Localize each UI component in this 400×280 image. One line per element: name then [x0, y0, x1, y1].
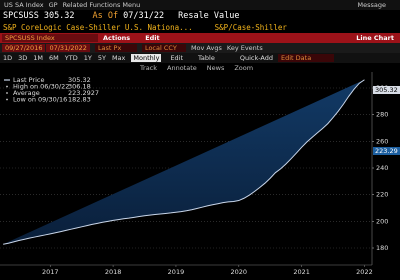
- message[interactable]: Message: [357, 1, 387, 9]
- x-tick-label: 2018: [105, 268, 122, 276]
- related-menu[interactable]: Related Functions Menu: [62, 1, 141, 9]
- value-flag-bg: [373, 147, 400, 155]
- toolbar: US SA Index GP Related Functions Menu Me…: [0, 0, 400, 10]
- legend-bullet: [6, 85, 8, 88]
- end-date[interactable]: 07/31/2022: [46, 44, 90, 52]
- short-name: S&P/Case-Shiller: [214, 22, 287, 32]
- edit-button[interactable]: Edit: [170, 54, 184, 62]
- period-button[interactable]: 5Y: [97, 54, 106, 62]
- key-events[interactable]: Key Events: [226, 44, 263, 52]
- currency-select[interactable]: Local CCY: [141, 44, 186, 52]
- security-menu[interactable]: US SA Index: [4, 1, 44, 9]
- edit-data[interactable]: Edit Data: [278, 54, 335, 62]
- tools-bar: Track Annotate News Zoom: [0, 63, 400, 72]
- value-flag-bg: [373, 86, 400, 94]
- y-tick-label: 220: [376, 191, 388, 199]
- y-tick-label: 280: [376, 111, 388, 119]
- x-tick-label: 2017: [42, 268, 59, 276]
- tool-button[interactable]: News: [206, 63, 225, 72]
- period-button[interactable]: 1D: [3, 54, 13, 62]
- tools: Track Annotate News Zoom: [140, 64, 263, 72]
- long-name: S&P CoreLogic Case-Shiller U.S. Nationa.…: [3, 22, 193, 32]
- actions-button[interactable]: Actions: [103, 34, 131, 42]
- date: 07/31/22: [123, 11, 165, 21]
- header: SPCSUSS 305.32 As Of 07/31/22 Resale Val…: [0, 10, 400, 22]
- names: S&P CoreLogic Case-Shiller U.S. Nationa.…: [0, 22, 400, 32]
- area: [3, 79, 365, 245]
- legend-label: Last Price: [13, 76, 44, 84]
- mov-avgs[interactable]: Mov Avgs: [190, 44, 222, 52]
- period-button[interactable]: YTD: [64, 54, 78, 62]
- legend-value: 182.83: [68, 96, 91, 104]
- price: 305.32: [43, 11, 75, 21]
- y-tick-label: 260: [376, 137, 388, 145]
- value-flag: 223.29: [375, 147, 398, 155]
- chart-type: Line Chart: [356, 34, 394, 42]
- gp-menu[interactable]: GP: [48, 1, 58, 9]
- legend-bullet: [6, 98, 8, 101]
- field: Resale Value: [178, 11, 240, 21]
- frequency-select[interactable]: Monthly: [131, 54, 162, 62]
- period-button[interactable]: 1Y: [83, 54, 92, 62]
- field-select[interactable]: Last Px: [94, 44, 137, 52]
- table-button[interactable]: Table: [198, 54, 215, 62]
- x-tick-label: 2019: [168, 268, 185, 276]
- legend-value: 223.2927: [68, 89, 99, 97]
- y-tick-label: 200: [376, 217, 388, 225]
- x-tick-label: 2021: [293, 268, 310, 276]
- period-button[interactable]: 6M: [49, 54, 59, 62]
- period-button[interactable]: 3D: [18, 54, 28, 62]
- legend-value: 306.18: [68, 83, 91, 91]
- as-of: As Of: [92, 11, 119, 21]
- period-bar: 1D 3D 1M 6M YTD 1Y 5Y Max Monthly Edit Table Qu…: [0, 53, 400, 63]
- legend-label: Average: [13, 89, 40, 97]
- quick-add[interactable]: Quick-Add: [239, 54, 274, 62]
- settings-bar: 09/27/2016 07/31/2022 Last Px Local CCY …: [0, 43, 400, 53]
- line: [3, 79, 365, 245]
- period-button[interactable]: Max: [111, 54, 126, 62]
- periods: 1D 3D 1M 6M YTD 1Y 5Y Max: [3, 54, 131, 62]
- y-tick-label: 240: [376, 164, 388, 172]
- tool-button[interactable]: Zoom: [234, 63, 254, 72]
- y-tick-label: 180: [376, 244, 388, 252]
- edit-button[interactable]: Edit: [145, 34, 160, 42]
- x-tick-label: 2022: [356, 268, 373, 276]
- security-input[interactable]: SPCSUSS Index: [2, 34, 98, 42]
- legend-label: High on 06/30/22: [13, 83, 69, 91]
- tool-button[interactable]: Track: [140, 63, 158, 72]
- legend-value: 305.32: [68, 76, 91, 84]
- command-bar: SPCSUSS Index Actions Edit Line Chart: [0, 33, 400, 43]
- tool-button[interactable]: Annotate: [167, 63, 197, 72]
- chart: 1802002202402602803002017201820192020202…: [0, 72, 400, 276]
- value-flag: 305.32: [375, 86, 398, 94]
- start-date[interactable]: 09/27/2016: [2, 44, 46, 52]
- x-tick-label: 2020: [231, 268, 248, 276]
- legend-bullet: [6, 92, 8, 94]
- ticker: SPCSUSS: [3, 11, 39, 21]
- legend-label: Low on 09/30/16: [13, 96, 67, 104]
- period-button[interactable]: 1M: [33, 54, 44, 62]
